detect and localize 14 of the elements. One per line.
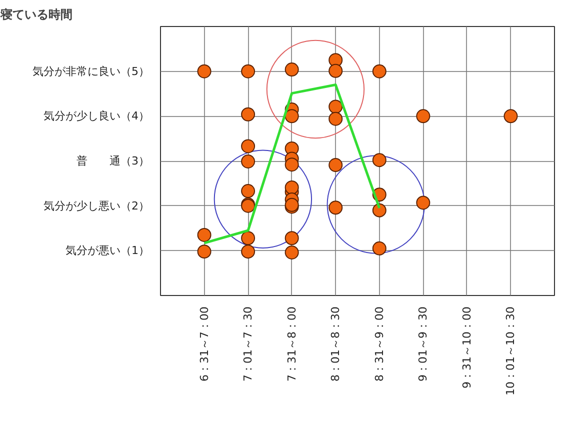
y-tick-label: 気分が少し悪い（2） [44,199,150,212]
x-tick-label: 6：31～7：00 [198,306,211,382]
x-tick-label: 7：31～8：00 [285,306,298,382]
y-tick-label: 気分が悪い（1） [66,244,150,258]
x-tick-label: 7：01～7：30 [242,306,255,382]
x-tick-label: 8：31～9：00 [372,306,386,382]
text: 寝ている時間 [0,8,72,22]
y-tick-label: 普 通（3） [76,154,150,168]
x-tick-label: 9：31～10：00 [460,306,474,388]
y-tick-label: 気分が非常に良い（5） [32,64,150,78]
x-tick-label: 9：01～9：30 [416,306,430,382]
y-tick-label: 気分が少し良い（4） [44,110,150,123]
x-tick-label: 10：01～10：30 [504,306,518,396]
x-tick-label: 8：01～8：30 [329,306,342,382]
